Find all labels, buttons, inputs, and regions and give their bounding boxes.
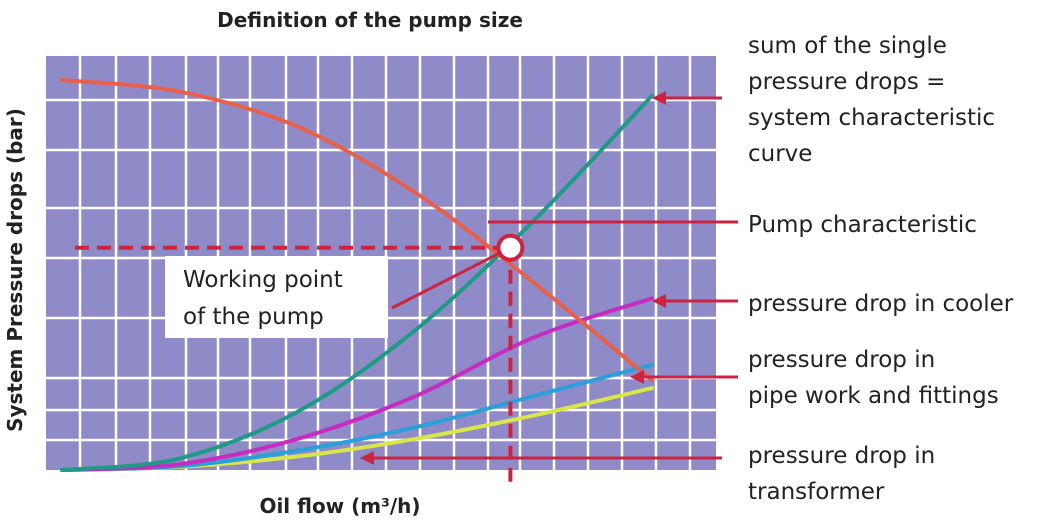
- annotation-cooler: pressure drop in cooler: [748, 291, 1014, 317]
- annotation-pipe: pressure drop in: [748, 347, 935, 373]
- working-point-label: Working point: [183, 267, 343, 293]
- annotation-transformer: pressure drop in: [748, 443, 935, 469]
- annotation-system: system characteristic: [748, 105, 995, 131]
- y-axis-label: System Pressure drops (bar): [3, 108, 27, 432]
- annotation-system-arrow: [652, 91, 666, 105]
- series-lines: [60, 78, 654, 472]
- series-line-system: [60, 93, 654, 472]
- chart-title: Definition of the pump size: [217, 8, 523, 32]
- series-line-pump: [60, 78, 654, 383]
- annotation-system: pressure drops =: [748, 69, 945, 95]
- working-point-pointer: [391, 252, 500, 310]
- x-axis-label: Oil flow (m³/h): [259, 494, 420, 518]
- working-point-label: of the pump: [183, 304, 324, 330]
- working-point-marker: [496, 233, 525, 262]
- working-point-group: Working point of the pump: [75, 233, 525, 485]
- series-line-cooler: [60, 296, 654, 472]
- annotation-group: sum of the single pressure drops = system …: [360, 33, 1014, 505]
- annotation-transformer-arrow: [360, 451, 374, 465]
- annotation-pipe: pipe work and fittings: [748, 383, 999, 409]
- annotation-system: sum of the single: [748, 33, 947, 59]
- annotation-system: curve: [748, 141, 812, 167]
- working-point-label-box: [165, 256, 388, 338]
- annotation-pipe-arrow: [630, 370, 644, 384]
- annotation-pump: Pump characteristic: [748, 212, 977, 238]
- annotation-transformer: transformer: [748, 479, 885, 505]
- annotation-cooler-arrow: [652, 294, 666, 308]
